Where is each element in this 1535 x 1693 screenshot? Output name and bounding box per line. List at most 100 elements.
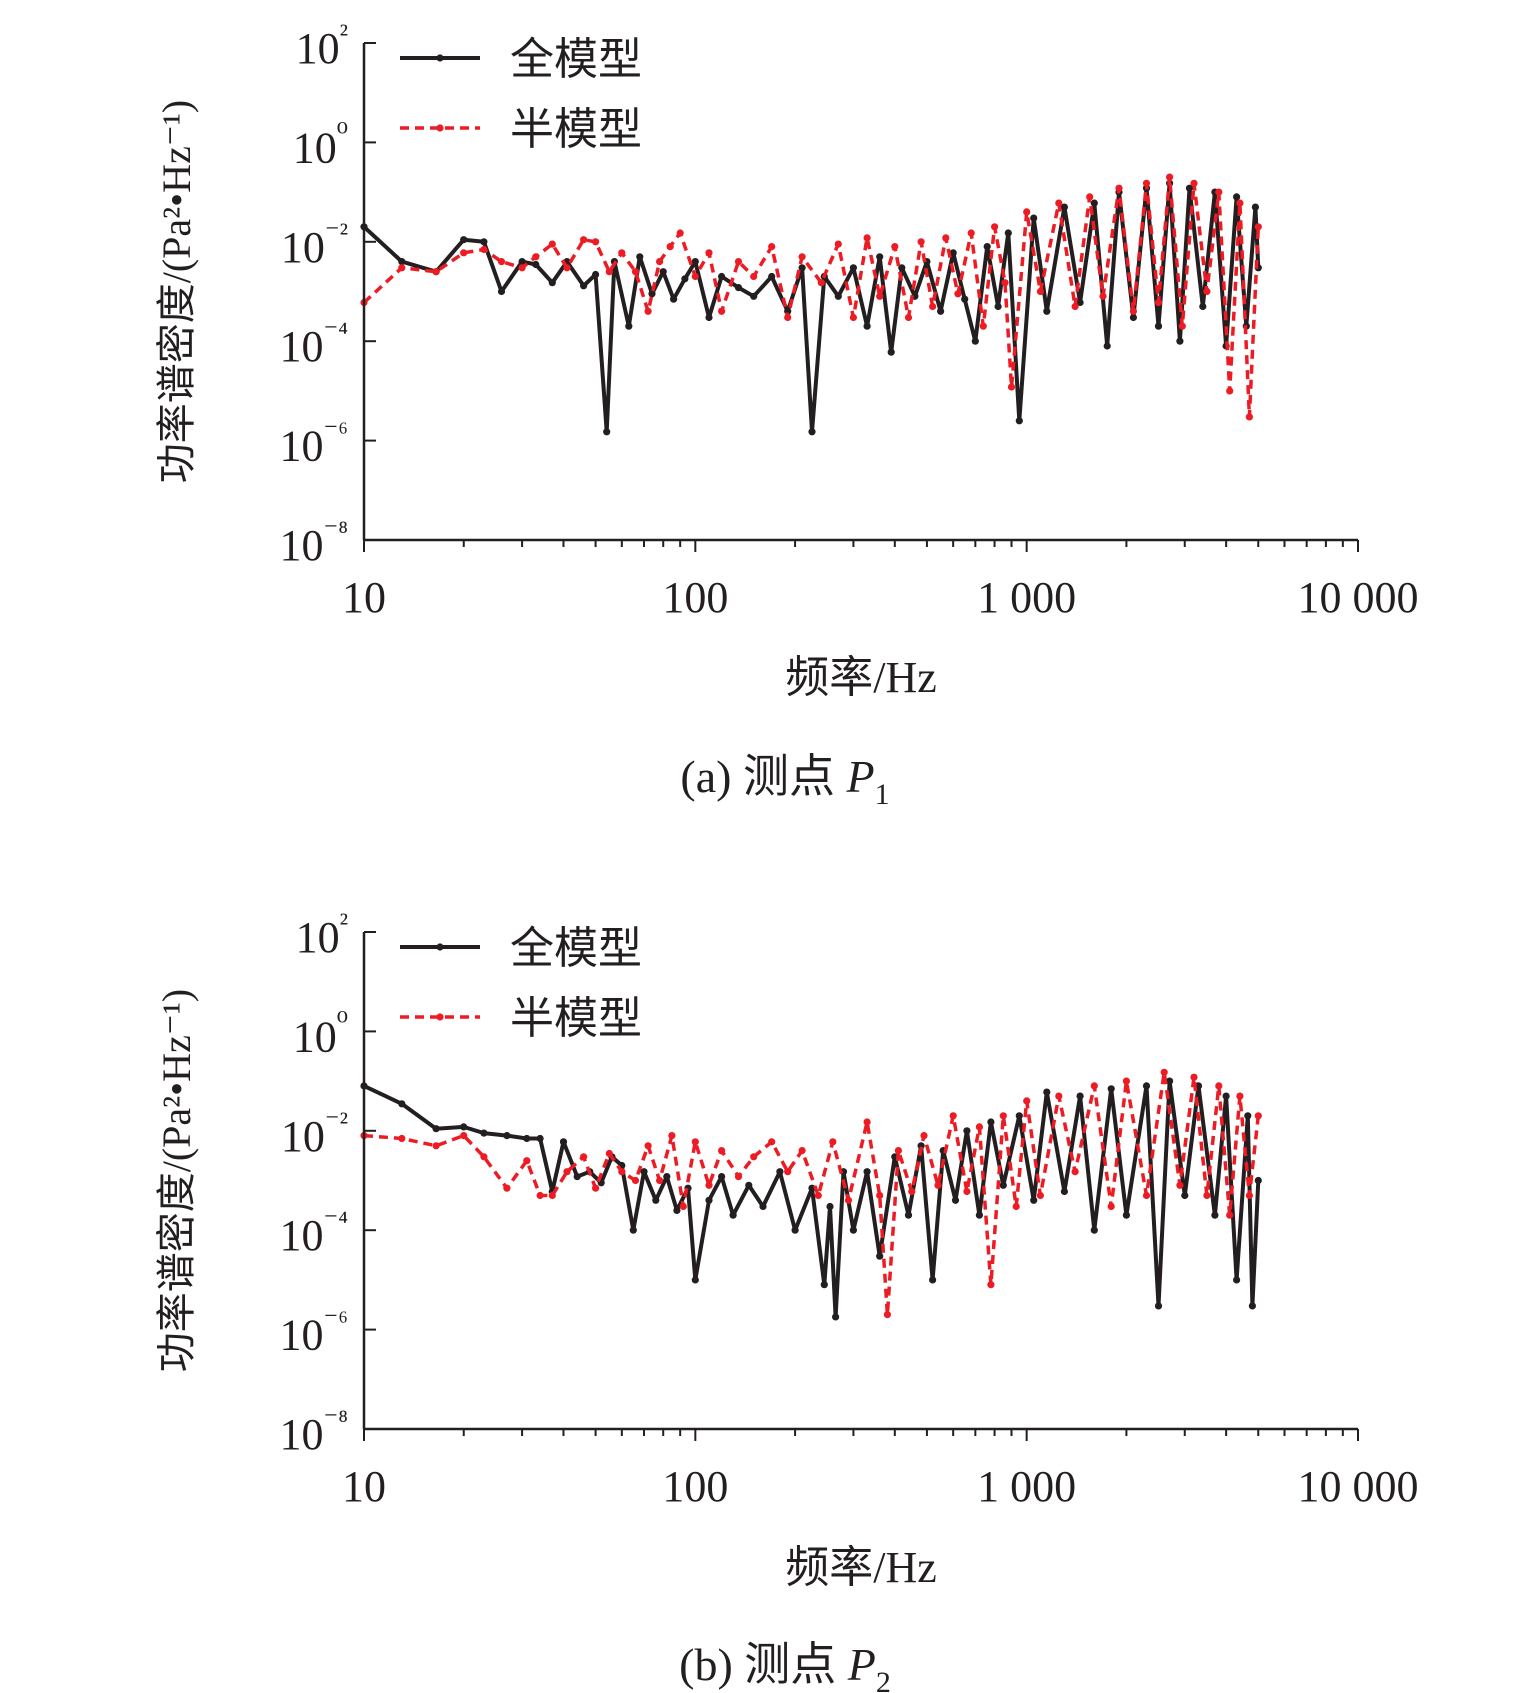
data-point (705, 249, 713, 257)
legend-label: 全模型 (510, 35, 642, 84)
data-point (1030, 1196, 1038, 1204)
series-line (363, 1070, 1261, 1317)
data-point (784, 1168, 792, 1176)
data-point (798, 1147, 806, 1155)
data-point (625, 322, 633, 330)
data-point (1090, 1082, 1098, 1090)
x-axis-label: 频率/Hz (785, 1543, 937, 1592)
data-point (1185, 184, 1194, 192)
data-point (999, 1112, 1007, 1120)
data-point (967, 229, 975, 237)
data-point (949, 1112, 957, 1120)
data-point (432, 1142, 440, 1150)
data-point (1226, 1211, 1234, 1219)
data-point (1099, 292, 1107, 300)
data-point (979, 322, 987, 330)
data-point (1154, 298, 1163, 307)
data-point (679, 1202, 687, 1211)
data-point (1036, 287, 1044, 296)
data-point (891, 243, 899, 251)
x-tick-label: 10 000 (1298, 1462, 1419, 1511)
data-point (750, 292, 758, 300)
data-point (691, 1276, 699, 1284)
data-point (798, 253, 806, 261)
data-point (1166, 1077, 1174, 1085)
data-point (863, 1168, 871, 1176)
legend-label: 全模型 (510, 924, 642, 973)
data-point (983, 243, 991, 251)
data-point (994, 302, 1002, 311)
data-point (1254, 223, 1262, 231)
data-point (1154, 322, 1163, 330)
data-point (503, 1132, 511, 1140)
data-point (975, 1211, 984, 1219)
data-point (1001, 279, 1009, 287)
x-tick-label: 10 (342, 1462, 386, 1511)
legend-marker (436, 1013, 444, 1021)
data-point (668, 1132, 676, 1140)
data-point (548, 279, 556, 287)
data-point (705, 1181, 713, 1189)
data-point (1233, 1276, 1241, 1284)
data-point (1107, 1085, 1115, 1093)
data-point (729, 1211, 737, 1219)
data-point (826, 1202, 834, 1211)
data-point (1122, 1077, 1130, 1085)
data-point (863, 322, 871, 330)
data-point (532, 253, 540, 261)
data-point (1086, 193, 1094, 201)
data-point (963, 1187, 971, 1196)
data-point (863, 234, 871, 242)
data-point (1129, 313, 1137, 322)
data-point (734, 258, 743, 266)
data-point (1251, 203, 1259, 211)
data-point (640, 1168, 648, 1176)
x-tick-label: 10 (342, 573, 386, 622)
data-point (580, 236, 588, 244)
data-point (691, 258, 699, 266)
data-point (934, 1181, 942, 1189)
data-point (460, 1132, 468, 1140)
y-tick-label: 10⁻² (281, 1107, 348, 1161)
data-point (876, 1191, 884, 1200)
data-point (954, 290, 962, 298)
data-point (768, 1138, 776, 1146)
data-point (1023, 208, 1031, 216)
data-point (718, 307, 726, 315)
chart-caption: (b) 测点 P2 (679, 1639, 891, 1693)
data-point (1090, 1226, 1098, 1234)
data-point (659, 268, 667, 276)
data-point (942, 234, 950, 242)
data-point (1090, 199, 1098, 207)
data-point (894, 1147, 903, 1155)
data-point (1036, 1191, 1044, 1200)
y-tick-label: 10⁻⁶ (279, 1306, 348, 1360)
data-point (1248, 1302, 1256, 1310)
x-tick-label: 100 (662, 573, 728, 622)
legend-marker (436, 54, 444, 62)
data-point (1076, 298, 1084, 307)
data-point (691, 272, 699, 281)
legend-label: 半模型 (510, 105, 642, 154)
data-point (975, 1123, 984, 1131)
series-line (362, 175, 1261, 419)
data-point (1030, 214, 1038, 222)
data-point (750, 272, 758, 281)
x-tick-label: 1 000 (977, 1462, 1076, 1511)
data-point (1178, 322, 1186, 330)
series-half-model (360, 1068, 1262, 1319)
series-full-model (360, 1077, 1262, 1321)
data-point (814, 1191, 822, 1200)
data-point (991, 223, 999, 231)
data-point (1222, 1092, 1230, 1100)
data-point (548, 240, 556, 248)
data-point (497, 287, 506, 296)
data-point (636, 253, 644, 261)
data-point (1060, 1187, 1068, 1196)
data-point (718, 272, 726, 281)
data-point (876, 1252, 884, 1260)
data-point (1215, 188, 1223, 196)
data-point (1211, 1211, 1219, 1219)
data-point (1236, 1092, 1244, 1100)
data-point (987, 1281, 995, 1289)
